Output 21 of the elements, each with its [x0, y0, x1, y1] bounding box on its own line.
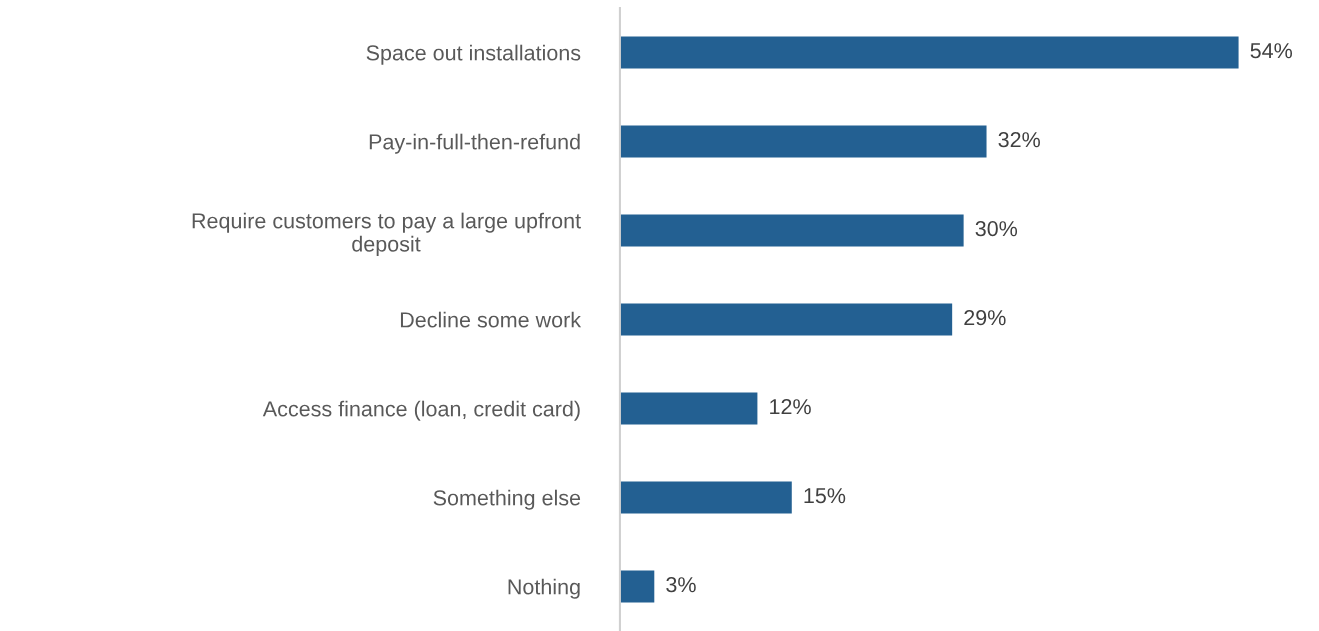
bar: [619, 214, 964, 247]
y-tick-label: Access finance (loan, credit card): [262, 400, 580, 421]
data-label: 15%: [804, 488, 846, 504]
y-tick-label: Nothing: [508, 578, 580, 599]
y-tick-label: Decline some work: [400, 311, 582, 328]
data-label: 3%: [666, 577, 696, 593]
bar: [619, 36, 1239, 69]
data-label: 54%: [1250, 43, 1293, 59]
data-label: 32%: [998, 132, 1040, 148]
y-tick-label: Something else: [433, 489, 581, 510]
bar: [619, 481, 792, 514]
bar: [619, 392, 758, 425]
y-tick-label: Pay-in-full-then-refund: [369, 133, 580, 154]
bar: [619, 303, 953, 336]
bar: [619, 125, 987, 158]
y-tick-label: Space out installations: [366, 44, 581, 65]
bar: [619, 570, 655, 603]
data-label: 12%: [770, 399, 811, 415]
data-label: 29%: [964, 310, 1006, 326]
data-label: 30%: [975, 221, 1018, 237]
y-tick-label: Require customers to pay a large upfront deposit: [192, 212, 581, 256]
